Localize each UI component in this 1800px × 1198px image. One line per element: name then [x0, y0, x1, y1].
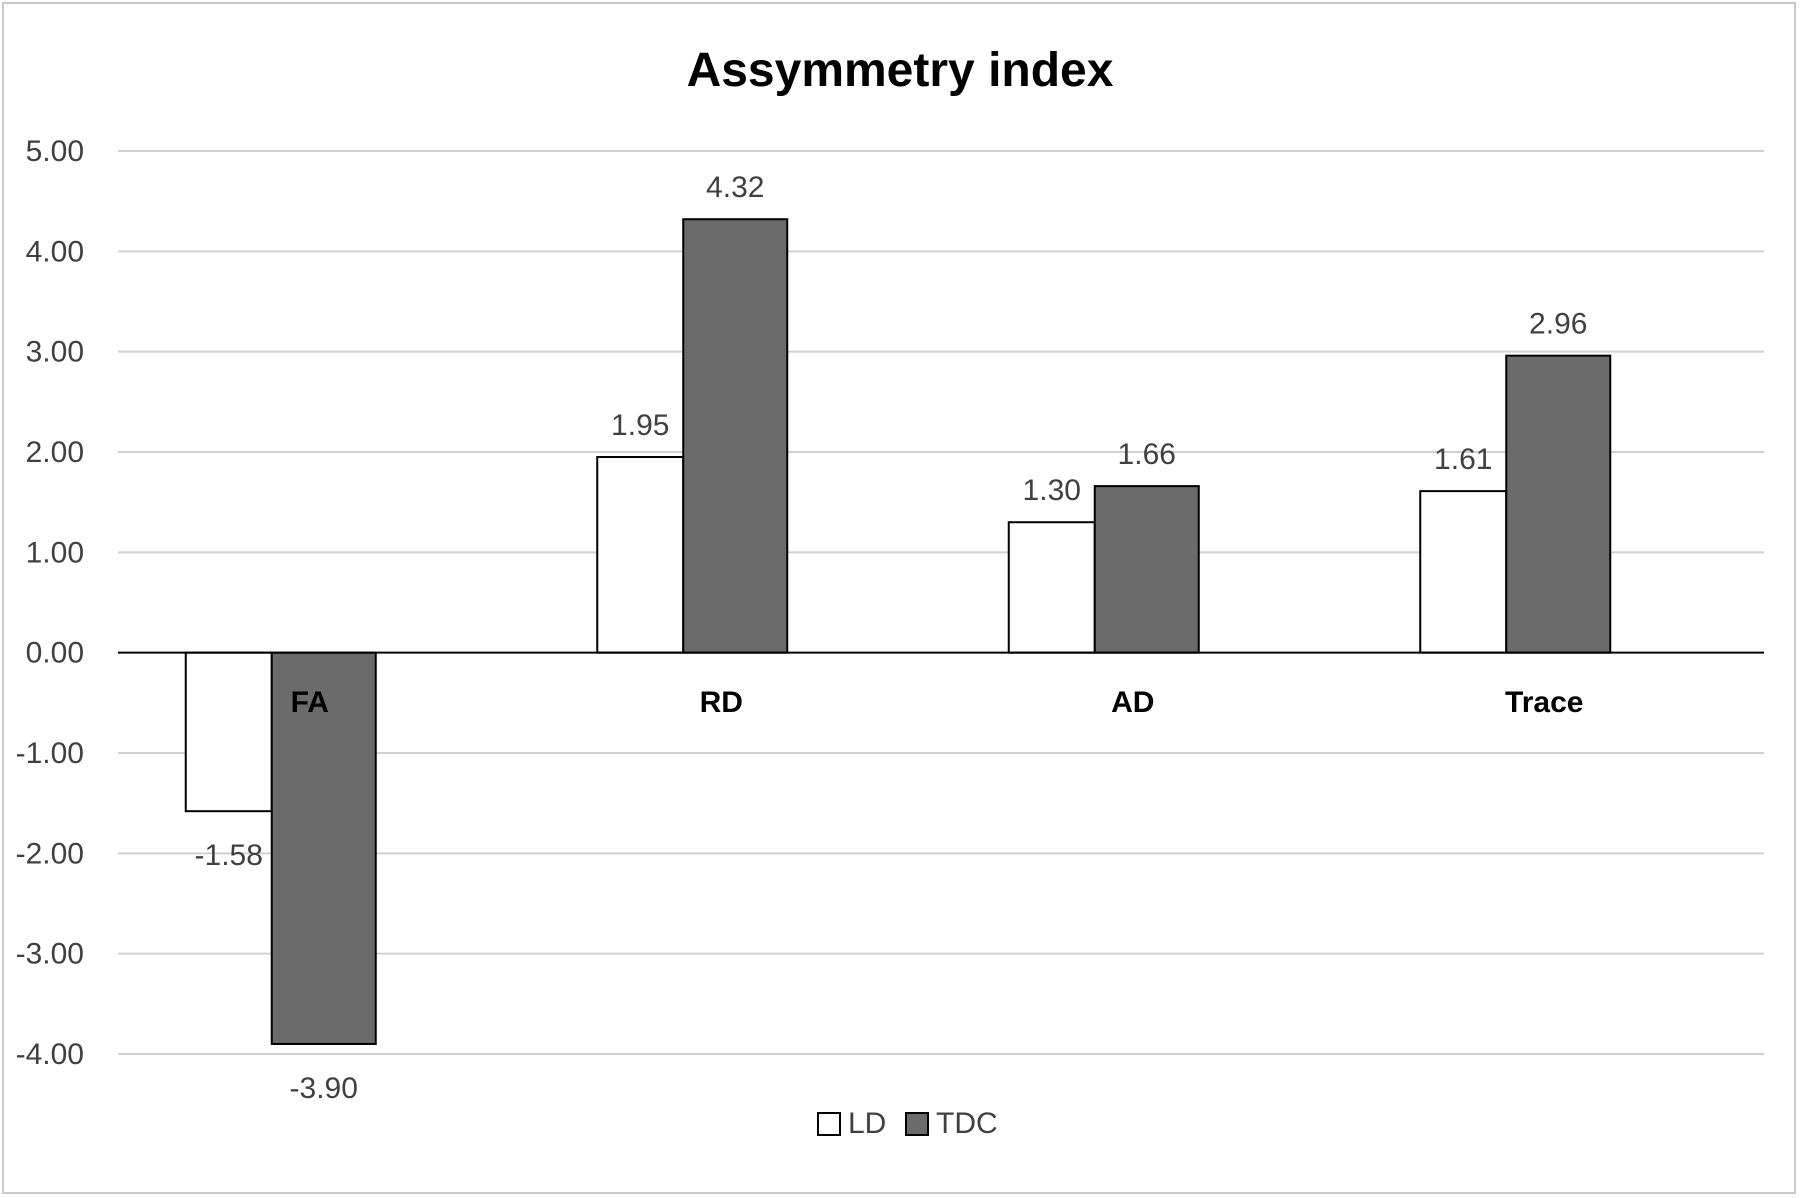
- data-label: 1.30: [1023, 474, 1081, 507]
- data-label: -1.58: [195, 839, 263, 872]
- bar-tdc-rd: [682, 218, 789, 654]
- category-label: Trace: [1505, 686, 1583, 719]
- y-tick-label: 3.00: [26, 336, 84, 369]
- data-label: 1.61: [1434, 443, 1492, 476]
- y-tick-label: -3.00: [16, 938, 84, 971]
- bar-tdc-ad: [1093, 485, 1200, 654]
- bar-ld-ad: [1007, 521, 1096, 654]
- bar-ld-fa: [184, 651, 273, 813]
- legend: LD TDC: [817, 1107, 998, 1140]
- y-tick-label: -2.00: [16, 837, 84, 870]
- legend-label: TDC: [936, 1107, 998, 1140]
- bar-ld-trace: [1419, 490, 1508, 654]
- chart-title: Assymmetry index: [687, 44, 1114, 97]
- data-label: -3.90: [290, 1072, 358, 1105]
- y-tick-label: 4.00: [26, 235, 84, 268]
- bar-tdc-fa: [270, 651, 377, 1045]
- y-tick-label: 5.00: [26, 135, 84, 168]
- data-label: 1.95: [611, 409, 669, 442]
- category-label: FA: [291, 686, 329, 719]
- y-tick-label: -1.00: [16, 737, 84, 770]
- legend-swatch-ld: [817, 1112, 841, 1136]
- y-tick-label: -4.00: [16, 1038, 84, 1071]
- bars: [184, 218, 1612, 1045]
- y-axis-ticks: 5.00 4.00 3.00 2.00 1.00 0.00 -1.00 -2.00 -3.00 -…: [16, 135, 84, 1071]
- data-label: 4.32: [706, 171, 764, 204]
- legend-label: LD: [848, 1107, 886, 1140]
- y-tick-label: 2.00: [26, 436, 84, 469]
- data-label: 2.96: [1529, 308, 1587, 341]
- y-tick-label: 0.00: [26, 637, 84, 670]
- legend-swatch-tdc: [905, 1112, 929, 1136]
- bar-tdc-trace: [1505, 354, 1612, 654]
- gridlines: [118, 150, 1764, 1055]
- data-label: 1.66: [1118, 438, 1176, 471]
- category-labels: FA RD AD Trace: [291, 686, 1584, 719]
- category-label: RD: [700, 686, 743, 719]
- bar-ld-rd: [596, 456, 685, 654]
- category-label: AD: [1111, 686, 1154, 719]
- data-labels: -1.58 -3.90 1.95 4.32 1.30 1.66 1.61 2.96: [195, 171, 1588, 1105]
- y-tick-label: 1.00: [26, 536, 84, 569]
